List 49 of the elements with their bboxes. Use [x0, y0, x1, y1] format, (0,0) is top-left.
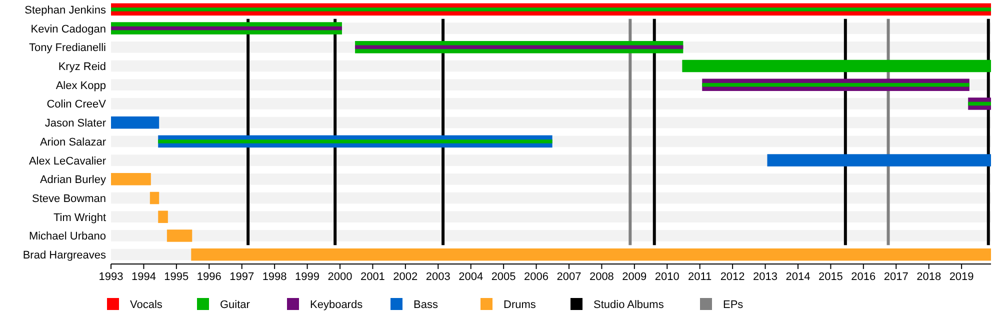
x-tick-label: 2003	[426, 271, 450, 283]
x-tick-label: 1994	[131, 271, 156, 283]
x-tick-label: 2007	[556, 271, 582, 283]
legend-label: Studio Albums	[594, 299, 664, 311]
x-tick-label: 2016	[851, 271, 876, 283]
legend-label: Drums	[504, 299, 536, 311]
y-tick-label: Kevin Cadogan	[30, 23, 106, 36]
y-tick-label: Alex LeCavalier	[28, 155, 106, 168]
x-tick-label: 1995	[164, 271, 189, 283]
y-tick-label: Kryz Reid	[58, 61, 106, 73]
y-tick-label: Arion Salazar	[40, 136, 106, 148]
y-tick-label: Steve Bowman	[32, 193, 106, 205]
x-tick-label: 2019	[949, 271, 974, 283]
legend-label: Guitar	[220, 299, 250, 311]
x-tick-label: 1998	[262, 271, 287, 283]
x-tick-label: 2004	[458, 271, 484, 283]
x-tick-label: 2012	[720, 271, 745, 283]
x-tick-label: 1999	[295, 271, 320, 283]
x-tick-label: 2008	[589, 271, 614, 283]
y-tick-label: Michael Urbano	[28, 230, 106, 243]
x-tick-label: 1997	[230, 271, 254, 283]
y-tick-label: Tim Wright	[53, 212, 106, 224]
legend-label: EPs	[723, 299, 744, 311]
x-tick-label: 2001	[360, 271, 385, 283]
x-tick-label: 2013	[753, 271, 778, 283]
bar	[111, 8, 991, 12]
x-tick-label: 2015	[818, 271, 843, 283]
x-tick-label: 2002	[393, 271, 418, 283]
x-tick-label: 1993	[98, 271, 124, 283]
y-tick-label: Stephan Jenkins	[24, 4, 106, 16]
x-tick-label: 2014	[786, 271, 810, 283]
x-tick-label: 2009	[622, 271, 647, 283]
x-tick-label: 2010	[654, 271, 680, 283]
legend-label: Keyboards	[310, 299, 364, 311]
x-tick-label: 2000	[328, 271, 352, 283]
y-tick-label: Brad Hargreaves	[22, 250, 106, 262]
y-tick-label: Jason Slater	[44, 118, 106, 130]
x-tick-label: 2017	[884, 271, 908, 283]
y-tick-label: Tony Fredianelli	[28, 42, 106, 54]
legend-label: Bass	[414, 299, 438, 311]
y-tick-label: Adrian Burley	[40, 174, 106, 186]
y-tick-label: Alex Kopp	[56, 80, 106, 92]
y-tick-label: Colin CreeV	[46, 98, 107, 111]
x-tick-label: 2018	[916, 271, 942, 283]
legend-label: Vocals	[130, 299, 163, 311]
x-tick-label: 2006	[524, 271, 549, 283]
x-tick-label: 1996	[196, 271, 222, 283]
x-tick-label: 2011	[688, 271, 712, 283]
x-tick-label: 2005	[491, 271, 516, 283]
